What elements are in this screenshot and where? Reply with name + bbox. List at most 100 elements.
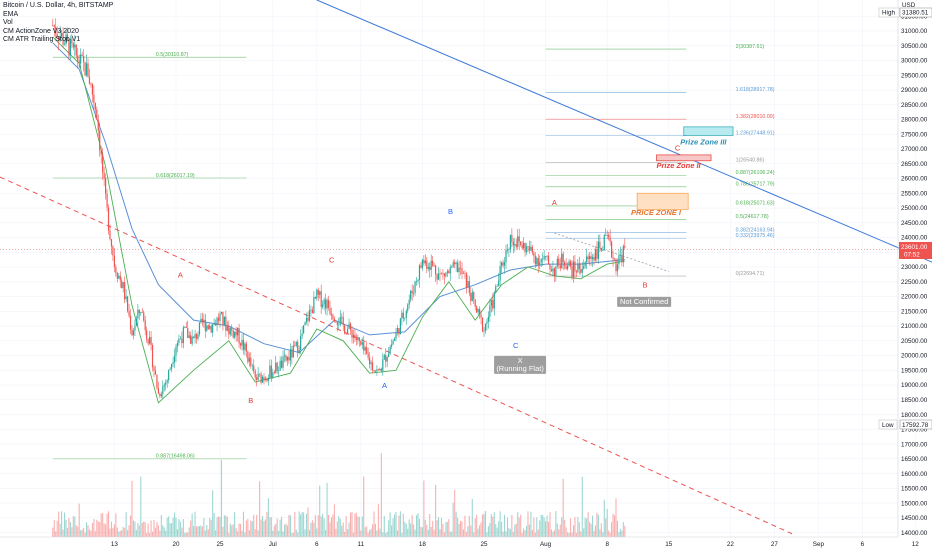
volume-bar: [149, 532, 151, 537]
volume-bar: [449, 531, 451, 537]
candle-body: [503, 262, 506, 266]
price-tick-label: 14000.00: [901, 530, 928, 537]
volume-bar: [410, 523, 412, 537]
volume-bar: [537, 529, 539, 537]
volume-bar: [536, 517, 538, 537]
volume-bar: [569, 518, 572, 537]
candle-body: [474, 299, 476, 307]
volume-bar: [63, 512, 66, 537]
candle-body: [407, 304, 409, 311]
candle-body: [490, 300, 492, 306]
candle-body: [615, 259, 617, 272]
volume-bar: [273, 525, 275, 537]
volume-bar: [323, 518, 325, 537]
currency-tag-bg: [900, 0, 932, 9]
volume-bar: [220, 459, 223, 537]
candle-body: [326, 299, 328, 309]
volume-bar: [458, 523, 460, 537]
volume-bar: [59, 523, 61, 537]
candle-body: [295, 341, 297, 346]
volume-bar: [455, 511, 457, 537]
candle-body: [382, 359, 384, 371]
volume-bar: [377, 504, 379, 537]
candle-body: [589, 256, 591, 259]
candle-body: [572, 261, 575, 278]
candle-body: [619, 254, 621, 256]
candle-body: [303, 325, 305, 334]
volume-bar: [602, 532, 604, 537]
volume-bar: [606, 508, 608, 537]
volume-bar: [62, 529, 64, 537]
candle-body: [341, 316, 343, 318]
volume-bar: [421, 527, 423, 537]
price-tick-label: 17500.00: [901, 427, 928, 434]
volume-bar: [225, 515, 227, 537]
candle-body: [530, 246, 532, 251]
legend-title[interactable]: Bitcoin / U.S. Dollar, 4h, BITSTAMP: [3, 2, 114, 9]
volume-bar: [253, 514, 255, 537]
candle-body: [281, 360, 283, 368]
candle-body: [536, 258, 538, 265]
candle-body: [517, 236, 519, 247]
volume-bar: [571, 532, 573, 537]
candle-body: [401, 312, 403, 319]
candle-body: [347, 328, 349, 334]
time-axis[interactable]: 13 20 25 Jul 6 11 18 25 Aug 8 15 22 27 Sep 6 12: [0, 536, 919, 548]
volume-bar: [462, 529, 465, 537]
volume-bar: [386, 531, 388, 537]
legend-atr-trailing-stop[interactable]: CM ATR Trailing Stop V1: [3, 36, 81, 44]
high-value-box: [899, 7, 932, 18]
last-price: 23601.00: [901, 244, 928, 251]
candle-body: [404, 317, 406, 319]
candle-body: [332, 315, 334, 319]
volume-bar: [523, 528, 525, 537]
candle-body: [430, 260, 432, 270]
candle-body: [223, 316, 225, 325]
volume-bar: [65, 519, 67, 537]
candle-body: [411, 290, 413, 294]
legend-volume[interactable]: Vol: [3, 19, 13, 27]
legend-ema[interactable]: EMA: [3, 10, 19, 18]
volume-bar: [301, 512, 303, 537]
time-tick-label: 27: [771, 541, 779, 548]
price-zone-box: [636, 192, 689, 210]
volume-bar: [228, 532, 230, 537]
volume-bar: [520, 514, 522, 537]
candle-body: [149, 337, 151, 344]
volume-bar: [398, 515, 400, 537]
candle-body: [369, 357, 371, 365]
candle-body: [476, 306, 478, 313]
price-tick-label: 29000.00: [901, 87, 928, 94]
volume-bar: [534, 532, 536, 537]
candle-body: [282, 356, 284, 368]
volume-bar: [524, 530, 526, 537]
volume-bar: [91, 523, 93, 537]
candle-body: [606, 235, 608, 236]
candle-body: [305, 317, 308, 323]
candle-body: [300, 336, 302, 351]
volume-bar: [84, 532, 86, 537]
candle-body: [442, 273, 444, 274]
volume-bar: [83, 527, 85, 537]
volume-bar: [597, 514, 599, 537]
candle-body: [78, 60, 80, 64]
volume-bar: [385, 532, 387, 537]
volume-bar: [363, 476, 365, 537]
candle-body: [301, 333, 303, 337]
candle-body: [457, 262, 459, 273]
candle-body: [181, 338, 183, 344]
candle-body: [304, 322, 306, 326]
volume-bar: [373, 511, 375, 537]
wave-label: A: [382, 381, 387, 390]
candle-body: [349, 323, 352, 330]
candle-body: [521, 244, 523, 249]
candle-body: [571, 266, 573, 278]
candle-body: [289, 349, 291, 361]
candle-body: [106, 193, 108, 208]
volume-bar: [88, 529, 91, 537]
legend-actionzone[interactable]: CM ActionZone V3 2020: [3, 27, 79, 35]
volume-bar: [583, 528, 585, 537]
candle-body: [408, 299, 410, 305]
price-axis[interactable]: 14000.00 14500.00 15000.00 15500.00 16000.00…: [897, 0, 928, 537]
